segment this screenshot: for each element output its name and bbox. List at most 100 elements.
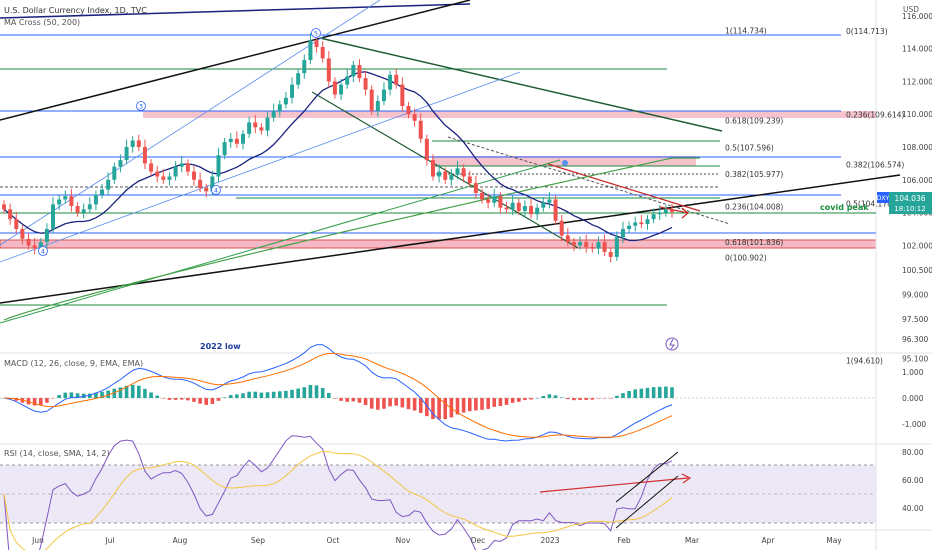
candle <box>57 195 62 211</box>
candle <box>75 201 80 217</box>
macd-bar <box>418 398 423 413</box>
candle-body <box>210 176 215 192</box>
macd-bar <box>559 397 564 398</box>
candle-body <box>614 237 619 257</box>
candle-body <box>363 78 368 90</box>
candle-body <box>271 110 276 118</box>
candle-body <box>51 204 56 229</box>
candle <box>388 70 393 96</box>
rsi-ma-line <box>3 450 673 550</box>
candle <box>87 197 92 214</box>
candle <box>2 200 6 214</box>
macd-bar <box>608 398 613 399</box>
candle <box>112 162 117 184</box>
macd-bar <box>590 398 595 400</box>
candle-body <box>75 206 80 213</box>
macd-bar <box>394 398 399 406</box>
candle-body <box>228 138 233 143</box>
candle <box>584 234 589 253</box>
candle-body <box>461 168 466 177</box>
macd-bar <box>149 392 153 398</box>
macd-bar <box>492 398 497 407</box>
time-label: May <box>826 536 842 545</box>
candle <box>381 82 386 106</box>
candle-body <box>670 209 674 212</box>
wave-label: 4 <box>214 187 218 195</box>
candle-body <box>596 242 601 249</box>
candle-body <box>93 194 98 205</box>
macd-bar <box>241 393 245 398</box>
candle <box>670 203 674 218</box>
candle-body <box>112 166 117 180</box>
candle <box>124 139 129 165</box>
macd-bar <box>455 398 460 415</box>
macd-bar <box>376 398 380 410</box>
macd-bar <box>633 389 638 398</box>
candle-body <box>345 76 350 85</box>
candle-body <box>81 209 86 213</box>
macd-bar <box>69 392 74 398</box>
macd-bar <box>228 395 233 398</box>
macd-tick: 1.000 <box>902 368 924 377</box>
macd-bar <box>529 398 533 400</box>
candle <box>639 215 644 229</box>
candle <box>136 134 141 152</box>
candle <box>302 54 307 79</box>
candle-body <box>320 46 325 59</box>
candle <box>290 77 295 104</box>
fib-label-left: 0.382(105.977) <box>725 170 783 179</box>
macd-bar <box>572 398 576 401</box>
macd-bar <box>602 398 607 399</box>
candle-body <box>302 60 307 74</box>
macd-bar <box>179 398 184 400</box>
candle <box>320 41 325 63</box>
candle <box>228 133 233 148</box>
candle <box>522 200 527 217</box>
candle <box>345 69 350 89</box>
trend-line <box>319 37 723 132</box>
rsi-trend-line <box>539 477 689 493</box>
candle <box>369 85 374 116</box>
time-label: Apr <box>762 536 776 545</box>
price-tick: 97.500 <box>902 315 928 324</box>
candle-body <box>20 228 25 239</box>
macd-bar <box>400 398 405 408</box>
macd-bar <box>210 398 215 404</box>
candle-body <box>142 146 147 164</box>
candle <box>63 190 68 204</box>
candle <box>271 103 276 122</box>
macd-bar <box>143 388 147 398</box>
trend-line <box>0 174 901 304</box>
candle-body <box>100 189 105 195</box>
candle <box>480 188 485 204</box>
candle <box>339 78 344 101</box>
candle-body <box>326 58 331 82</box>
macd-bar <box>112 388 117 398</box>
candle <box>351 60 356 83</box>
candle-body <box>455 168 460 175</box>
pivot-dot <box>562 160 568 166</box>
candle-body <box>553 199 558 221</box>
candle-body <box>529 206 534 215</box>
macd-bar <box>461 398 466 413</box>
candle-body <box>541 202 546 208</box>
candle-body <box>247 122 252 134</box>
candle <box>363 70 368 96</box>
candle-body <box>167 176 172 180</box>
candle <box>430 154 435 181</box>
candle <box>657 205 662 220</box>
macd-bar <box>308 385 313 398</box>
candle <box>663 205 668 217</box>
candle <box>179 156 184 173</box>
candle-body <box>222 142 227 156</box>
candle-body <box>26 238 31 246</box>
candle <box>535 203 540 220</box>
wave-marker <box>38 246 48 256</box>
macd-bar <box>388 398 392 407</box>
time-label: Aug <box>173 536 188 545</box>
candle <box>571 238 576 252</box>
macd-bar <box>198 398 202 404</box>
macd-bar <box>467 398 472 412</box>
